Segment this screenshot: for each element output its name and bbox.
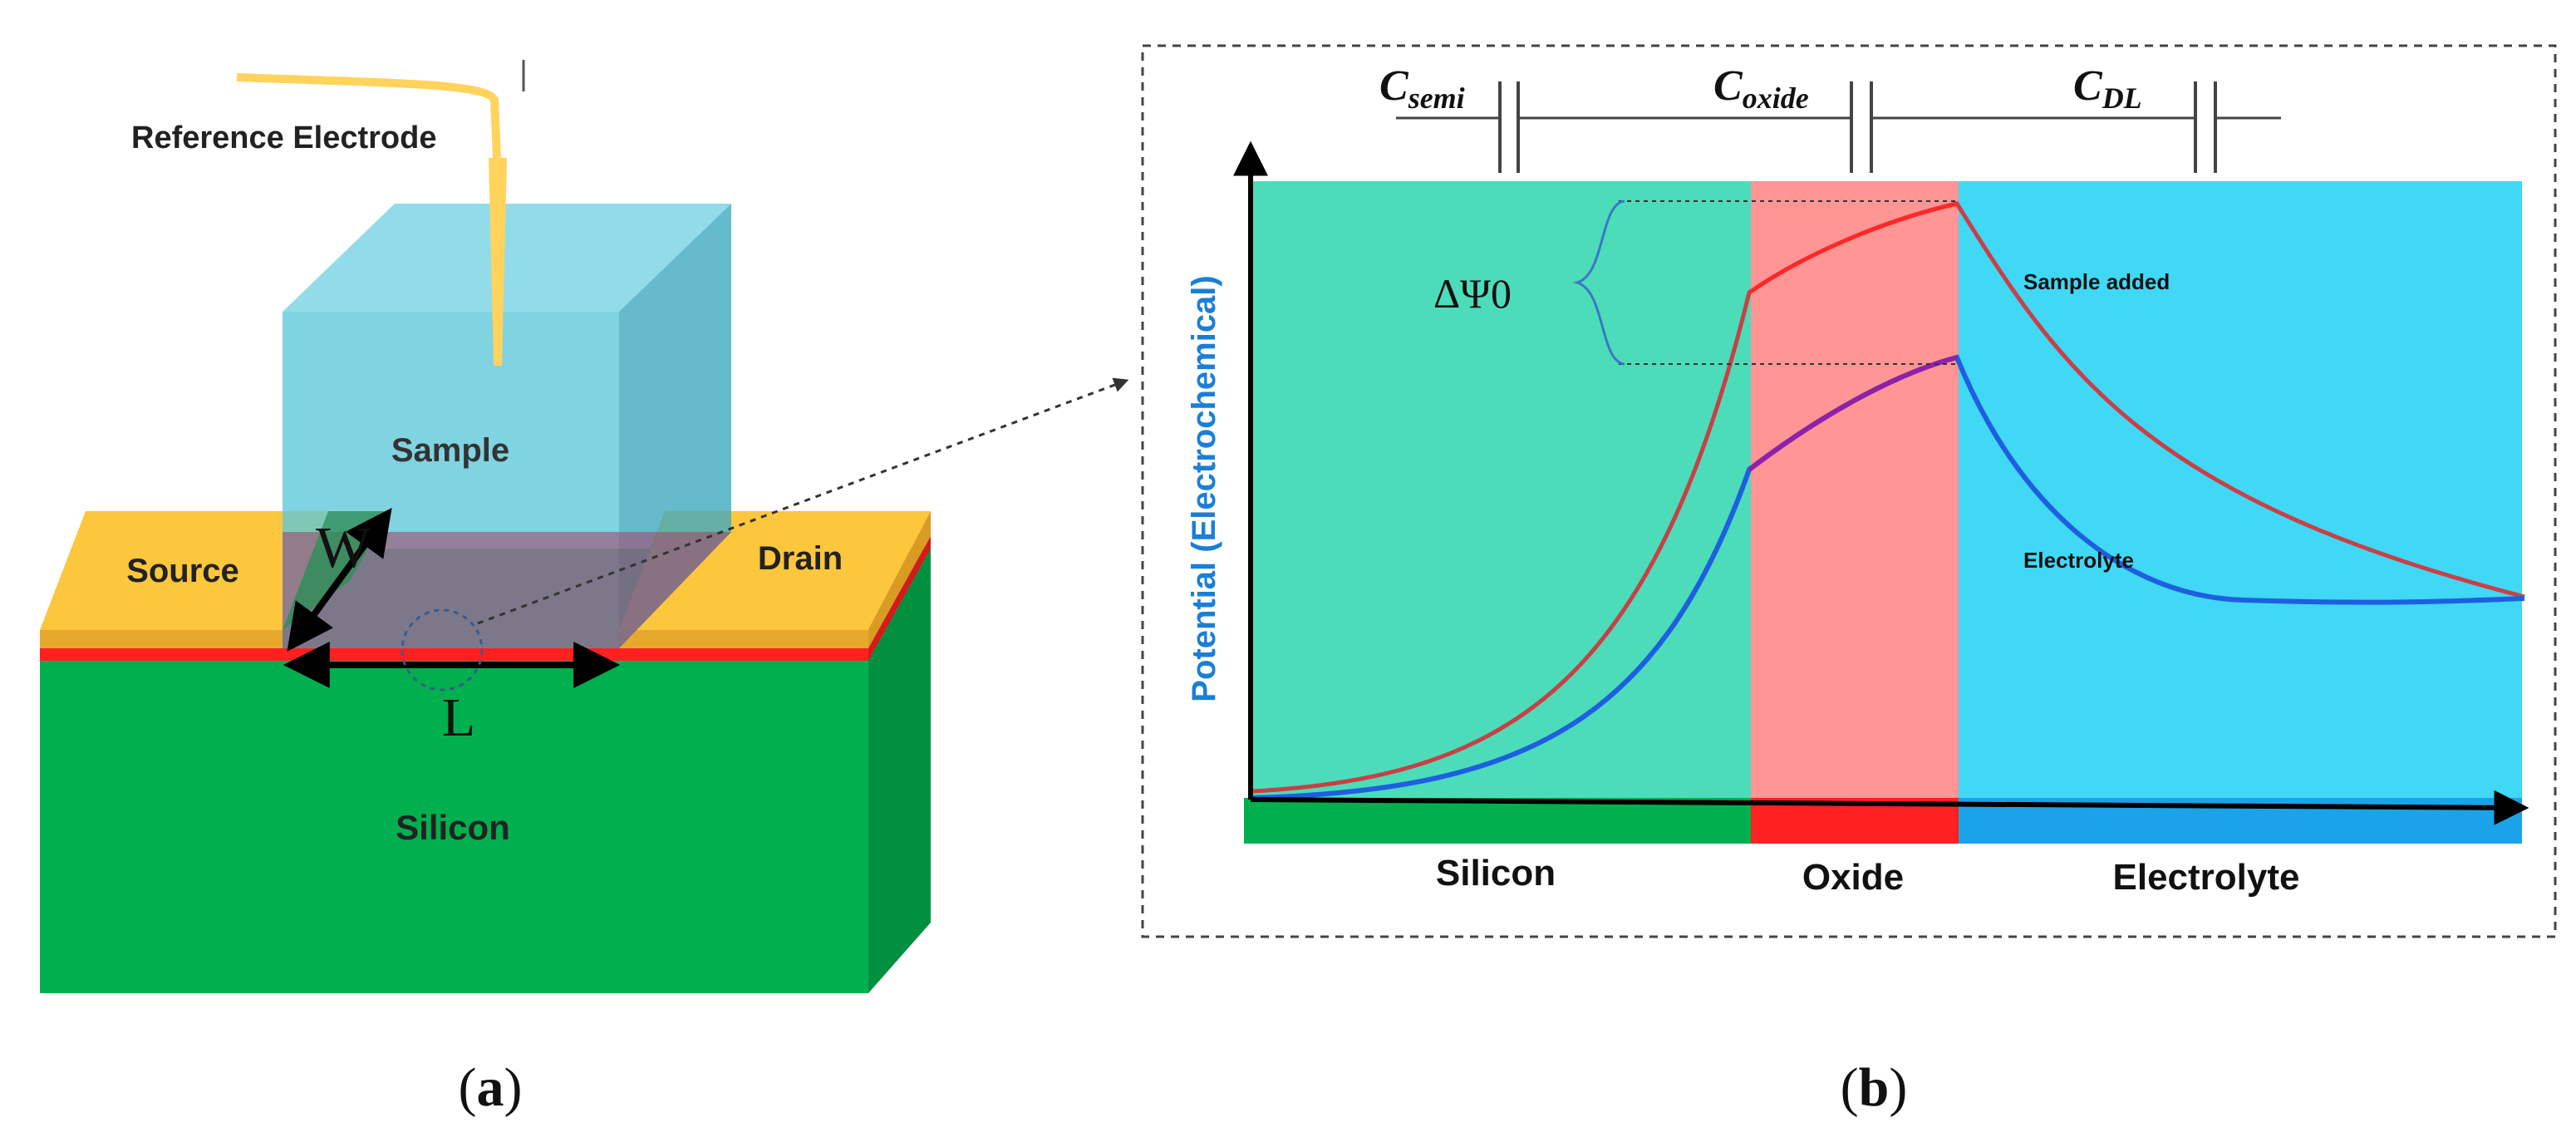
oxide-region xyxy=(1751,181,1959,798)
reference-electrode-tip xyxy=(489,158,507,366)
silicon-label: Silicon xyxy=(396,808,510,847)
sample-added-label: Sample added xyxy=(2023,269,2170,294)
electrolyte-curve-label: Electrolyte xyxy=(2023,548,2134,573)
drain-pad-side xyxy=(868,511,931,648)
zoom-circle xyxy=(401,608,484,692)
y-axis-label: Potential (Electrochemical) xyxy=(1186,275,1222,701)
panel-b: Csemi Coxide CDL ΔΨ0 Potential (Electroc… xyxy=(1141,44,2557,1118)
channel-region xyxy=(283,532,731,648)
capacitor-semi-label: Csemi xyxy=(1379,62,1465,115)
delta-brace xyxy=(1572,199,1625,366)
region-label-oxide: Oxide xyxy=(1802,857,1904,898)
source-pad-front xyxy=(40,630,283,648)
sample-cube-top xyxy=(283,204,731,312)
oxide-layer xyxy=(40,648,868,661)
electrolyte-region xyxy=(1959,181,2522,798)
length-label: L xyxy=(442,687,475,748)
curve-electrolyte-oxide-segment xyxy=(1748,355,1958,472)
capacitor-oxide-gap xyxy=(1850,100,1873,141)
width-label: W xyxy=(316,516,371,580)
silicon-region xyxy=(1251,181,1751,798)
silicon-bar xyxy=(1244,798,1751,844)
caption-b: (b) xyxy=(1841,1057,1908,1118)
region-label-silicon: Silicon xyxy=(1436,853,1556,893)
sample-label: Sample xyxy=(391,432,509,469)
source-pad-top xyxy=(40,511,328,630)
panel-a: Reference Electrode Sample Source Drain … xyxy=(40,60,1129,1118)
reference-electrode-wire xyxy=(236,73,501,159)
curve-sample-oxide-segment xyxy=(1748,201,1958,295)
x-axis xyxy=(1250,790,2529,825)
drain-label: Drain xyxy=(758,540,843,577)
reference-electrode-label: Reference Electrode xyxy=(131,121,437,155)
region-label-electrolyte: Electrolyte xyxy=(2113,857,2300,898)
capacitor-oxide-label: Coxide xyxy=(1713,62,1809,115)
oxide-layer-side xyxy=(868,536,931,661)
capacitor-semi-gap xyxy=(1498,100,1520,141)
caption-a: (a) xyxy=(459,1057,523,1118)
silicon-block-front xyxy=(40,661,868,993)
capacitor-dl-label: CDL xyxy=(2073,62,2142,115)
width-arrow xyxy=(287,507,392,652)
drain-pad-front xyxy=(619,630,868,648)
panel-b-frame xyxy=(1141,44,2557,938)
delta-psi-label: ΔΨ0 xyxy=(1433,270,1512,317)
source-label: Source xyxy=(126,553,239,589)
silicon-block-side xyxy=(868,549,931,993)
capacitor-dl-gap xyxy=(2194,100,2217,141)
